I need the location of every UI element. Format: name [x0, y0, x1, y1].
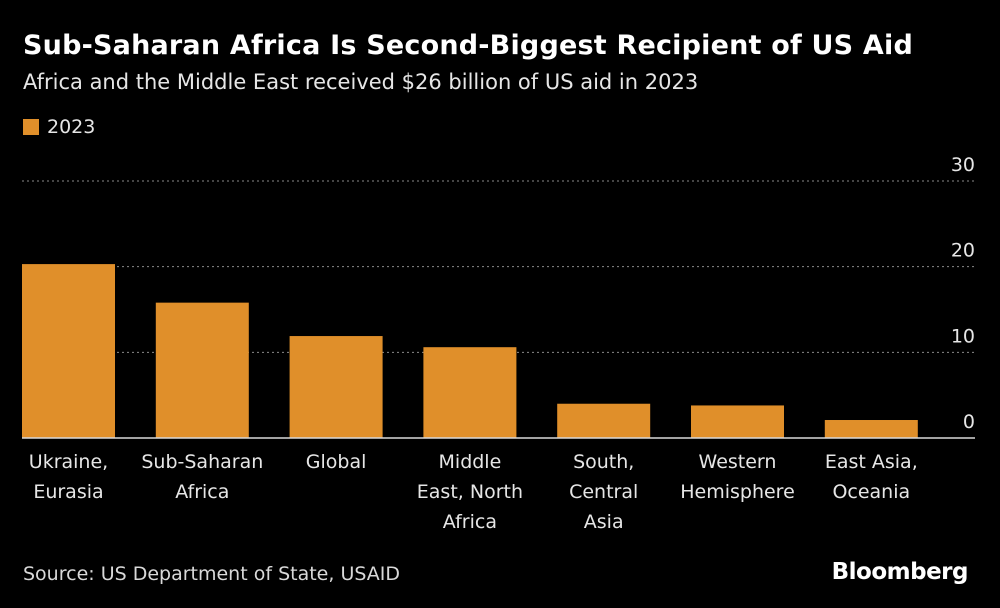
chart-subtitle: Africa and the Middle East received $26 …	[23, 70, 699, 94]
x-tick-label: Western Hemisphere	[680, 451, 795, 503]
x-tick-label: Global	[306, 451, 367, 473]
source-note: Source: US Department of State, USAID	[23, 563, 400, 585]
y-tick-label: 30	[951, 154, 975, 176]
bar	[691, 405, 784, 438]
x-tick-label: Middle East, North Africa	[417, 451, 523, 533]
bar	[824, 420, 918, 438]
bar	[22, 264, 115, 438]
bar	[289, 336, 383, 438]
x-tick-label: South, Central Asia	[569, 451, 638, 533]
legend: 2023	[23, 116, 95, 138]
y-tick-label: 10	[951, 325, 975, 347]
bar	[557, 403, 651, 438]
x-tick-label: Ukraine, Eurasia	[29, 451, 108, 503]
bar	[423, 347, 517, 438]
x-tick-label: Sub-Saharan Africa	[141, 451, 263, 503]
y-tick-label: 20	[951, 240, 975, 262]
y-tick-label: 0	[963, 411, 975, 433]
bloomberg-logo: Bloomberg	[831, 559, 969, 585]
chart-title: Sub-Saharan Africa Is Second-Biggest Rec…	[23, 30, 913, 61]
x-tick-label: East Asia, Oceania	[825, 451, 918, 503]
legend-label: 2023	[47, 116, 96, 138]
legend-swatch	[23, 119, 39, 135]
bar	[155, 302, 249, 438]
